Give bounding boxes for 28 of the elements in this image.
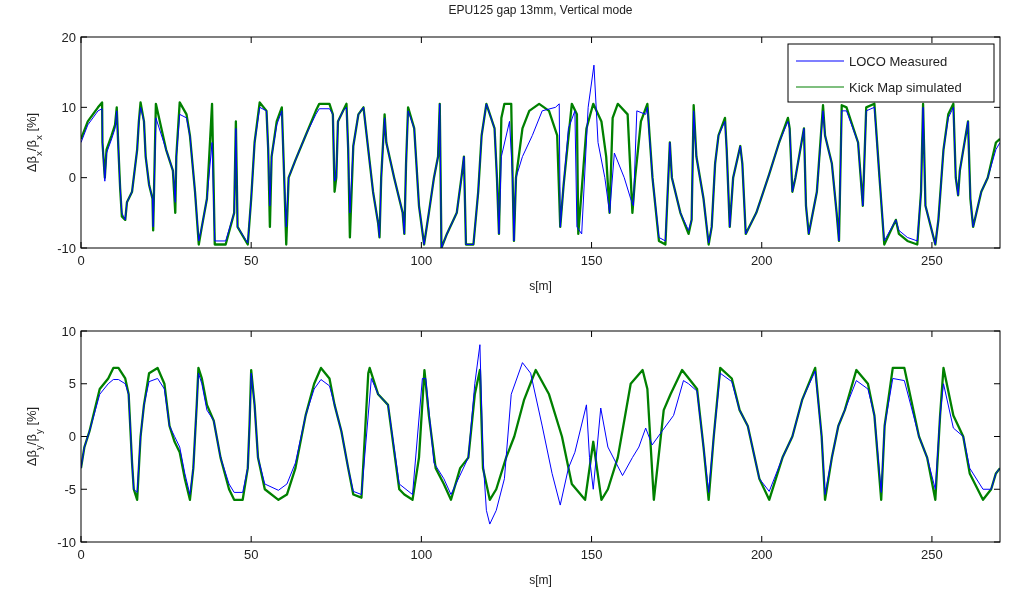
y-tick-label: 0 (68, 170, 76, 186)
y-tick-label: 5 (68, 376, 76, 392)
x-tick-label: 200 (750, 547, 773, 562)
y-tick-label: -5 (64, 481, 76, 497)
line-series (81, 64, 1000, 248)
x-tick-label: 250 (921, 253, 943, 268)
x-tick-label: 100 (410, 547, 433, 562)
x-tick-label: 50 (243, 547, 259, 562)
y-tick-label: -10 (57, 534, 76, 550)
chart-title: EPU125 gap 13mm, Vertical mode (448, 3, 633, 17)
line-series (81, 101, 1000, 248)
x-tick-label: 50 (243, 253, 259, 268)
y-tick-label: -10 (57, 240, 76, 256)
y-tick-label: 20 (61, 29, 76, 45)
y-tick-label: 10 (61, 99, 76, 115)
x-tick-label: 100 (410, 253, 433, 268)
legend-label: LOCO Measured (849, 54, 948, 69)
x-axis-title: s[m] (529, 573, 552, 587)
legend-label: Kick Map simulated (849, 80, 962, 95)
x-tick-label: 250 (921, 547, 943, 562)
line-series (81, 366, 1000, 501)
x-tick-label: 200 (750, 253, 773, 268)
y-tick-label: 0 (68, 429, 76, 444)
line-series (81, 344, 1000, 525)
x-tick-label: 150 (580, 253, 603, 268)
x-tick-label: 150 (580, 547, 603, 562)
y-tick-label: 10 (61, 323, 76, 339)
x-axis-title: s[m] (529, 279, 552, 293)
